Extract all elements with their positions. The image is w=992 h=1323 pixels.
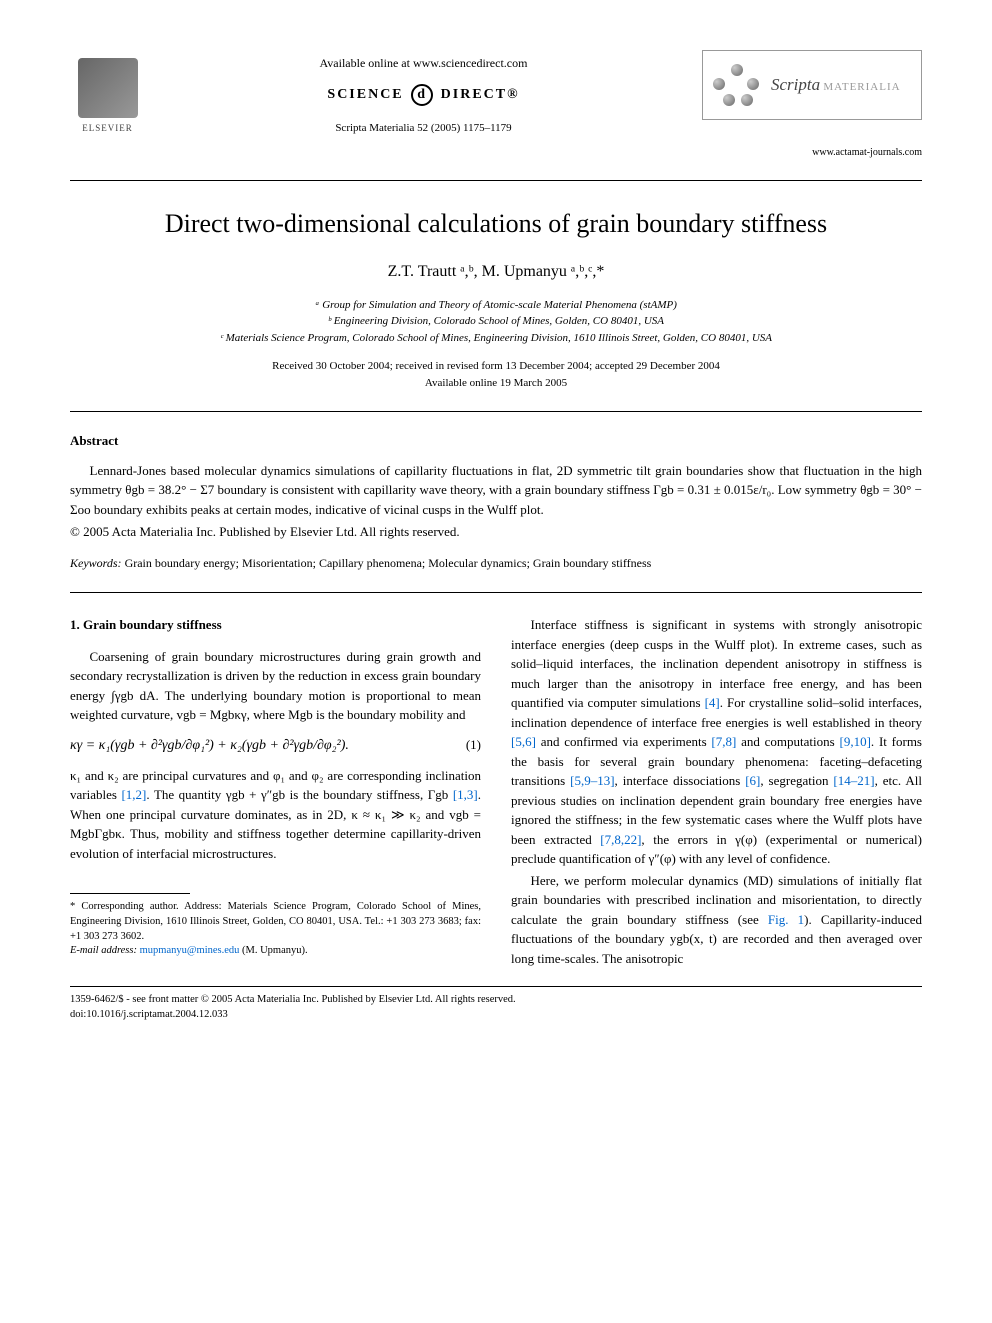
footer-front-matter: 1359-6462/$ - see front matter © 2005 Ac… <box>70 993 922 1008</box>
ref-link[interactable]: [14–21] <box>833 773 874 788</box>
abstract-heading: Abstract <box>70 432 922 450</box>
body-text: , segregation <box>760 773 833 788</box>
footer-doi: doi:10.1016/j.scriptamat.2004.12.033 <box>70 1008 922 1023</box>
email-link[interactable]: mupmanyu@mines.edu <box>140 945 240 956</box>
abstract-copyright: © 2005 Acta Materialia Inc. Published by… <box>70 523 922 541</box>
website-url: www.actamat-journals.com <box>70 146 922 160</box>
footnote-address: * Corresponding author. Address: Materia… <box>70 900 481 944</box>
body-text: and confirmed via experiments <box>536 734 712 749</box>
ref-link[interactable]: [7,8,22] <box>600 832 641 847</box>
body-paragraph: κ₁ and κ₂ are principal curvatures and φ… <box>70 766 481 864</box>
divider <box>70 592 922 593</box>
at-icon: d <box>411 84 433 106</box>
body-columns: 1. Grain boundary stiffness Coarsening o… <box>70 615 922 970</box>
elsevier-label: ELSEVIER <box>82 122 133 135</box>
equation-1: κγ = κ₁(γgb + ∂²γgb/∂φ₁²) + κ₂(γgb + ∂²γ… <box>70 735 466 756</box>
body-text: , interface dissociations <box>615 773 746 788</box>
keywords-text: Grain boundary energy; Misorientation; C… <box>122 556 652 570</box>
body-paragraph: Coarsening of grain boundary microstruct… <box>70 647 481 725</box>
sciencedirect-left: SCIENCE <box>327 87 403 102</box>
ref-link[interactable]: [6] <box>745 773 760 788</box>
elsevier-logo: ELSEVIER <box>70 50 145 135</box>
journal-title-block: Scripta MATERIALIA <box>771 73 901 97</box>
footnote-email-line: E-mail address: mupmanyu@mines.edu (M. U… <box>70 944 481 959</box>
section-1-heading: 1. Grain boundary stiffness <box>70 615 481 635</box>
sciencedirect-logo: SCIENCE d DIRECT® <box>145 84 702 106</box>
affiliation-b: ᵇ Engineering Division, Colorado School … <box>70 313 922 330</box>
footer-rule <box>70 986 922 987</box>
divider <box>70 411 922 412</box>
footer-text: 1359-6462/$ - see front matter © 2005 Ac… <box>70 993 922 1022</box>
body-paragraph: Interface stiffness is significant in sy… <box>511 615 922 869</box>
equation-1-row: κγ = κ₁(γgb + ∂²γgb/∂φ₁²) + κ₂(γgb + ∂²γ… <box>70 735 481 756</box>
online-date: Available online 19 March 2005 <box>70 375 922 392</box>
body-paragraph: Here, we perform molecular dynamics (MD)… <box>511 871 922 969</box>
journal-subname: MATERIALIA <box>823 81 900 93</box>
ref-link[interactable]: [4] <box>705 695 720 710</box>
received-date: Received 30 October 2004; received in re… <box>70 358 922 375</box>
citation-line: Scripta Materialia 52 (2005) 1175–1179 <box>145 121 702 136</box>
ref-link[interactable]: [9,10] <box>840 734 871 749</box>
corresponding-author-footnote: * Corresponding author. Address: Materia… <box>70 900 481 959</box>
figure-link[interactable]: Fig. 1 <box>768 912 804 927</box>
sciencedirect-right: DIRECT® <box>441 87 520 102</box>
affiliation-c: ᶜ Materials Science Program, Colorado Sc… <box>70 330 922 347</box>
journal-logo: Scripta MATERIALIA <box>702 50 922 120</box>
abstract-text: Lennard-Jones based molecular dynamics s… <box>70 461 922 520</box>
ref-link[interactable]: [1,3] <box>453 787 478 802</box>
body-text: . The quantity γgb + γ″gb is the boundar… <box>146 787 452 802</box>
body-text: and computations <box>736 734 839 749</box>
ref-link[interactable]: [5,6] <box>511 734 536 749</box>
email-suffix: (M. Upmanyu). <box>239 945 307 956</box>
ref-link[interactable]: [1,2] <box>121 787 146 802</box>
equation-1-number: (1) <box>466 735 481 755</box>
available-online-text: Available online at www.sciencedirect.co… <box>145 55 702 72</box>
email-label: E-mail address: <box>70 945 140 956</box>
authors: Z.T. Trautt ᵃ,ᵇ, M. Upmanyu ᵃ,ᵇ,ᶜ,* <box>70 261 922 283</box>
header-center: Available online at www.sciencedirect.co… <box>145 50 702 136</box>
affiliations: ᵃ Group for Simulation and Theory of Ato… <box>70 297 922 347</box>
ref-link[interactable]: [7,8] <box>711 734 736 749</box>
header-row: ELSEVIER Available online at www.science… <box>70 50 922 136</box>
divider <box>70 180 922 181</box>
journal-name: Scripta <box>771 75 820 94</box>
article-dates: Received 30 October 2004; received in re… <box>70 358 922 391</box>
footnote-rule <box>70 893 190 894</box>
left-column: 1. Grain boundary stiffness Coarsening o… <box>70 615 481 970</box>
keywords-label: Keywords: <box>70 556 122 570</box>
article-title: Direct two-dimensional calculations of g… <box>70 206 922 242</box>
elsevier-tree-icon <box>78 58 138 118</box>
right-column: Interface stiffness is significant in sy… <box>511 615 922 970</box>
keywords-line: Keywords: Grain boundary energy; Misorie… <box>70 555 922 572</box>
journal-network-icon <box>711 60 761 110</box>
affiliation-a: ᵃ Group for Simulation and Theory of Ato… <box>70 297 922 314</box>
ref-link[interactable]: [5,9–13] <box>570 773 614 788</box>
